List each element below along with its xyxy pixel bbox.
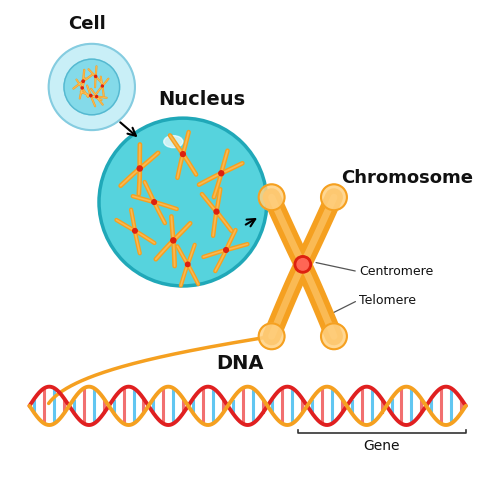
Circle shape: [180, 152, 186, 156]
Circle shape: [258, 324, 284, 349]
Circle shape: [258, 184, 284, 210]
Circle shape: [99, 118, 267, 286]
Text: Telomere: Telomere: [360, 294, 416, 307]
Circle shape: [224, 248, 228, 252]
Circle shape: [294, 256, 312, 273]
Circle shape: [321, 184, 347, 210]
Circle shape: [214, 209, 219, 214]
Circle shape: [132, 228, 137, 233]
Circle shape: [64, 59, 120, 115]
Circle shape: [219, 171, 224, 176]
Circle shape: [186, 262, 190, 266]
Circle shape: [297, 258, 308, 270]
Circle shape: [102, 85, 103, 87]
Circle shape: [321, 324, 347, 349]
Text: Chromosome: Chromosome: [341, 169, 473, 187]
Text: Gene: Gene: [364, 439, 400, 453]
Circle shape: [48, 44, 135, 130]
Circle shape: [96, 96, 98, 98]
Circle shape: [82, 80, 84, 82]
Circle shape: [171, 238, 176, 243]
Ellipse shape: [164, 136, 183, 147]
Text: DNA: DNA: [216, 354, 264, 373]
Circle shape: [137, 166, 142, 171]
Text: Centromere: Centromere: [360, 265, 434, 278]
Circle shape: [81, 87, 84, 89]
Circle shape: [90, 94, 92, 96]
Text: Nucleus: Nucleus: [158, 90, 246, 108]
Text: Cell: Cell: [68, 16, 106, 34]
Circle shape: [152, 200, 156, 204]
Circle shape: [94, 76, 96, 78]
